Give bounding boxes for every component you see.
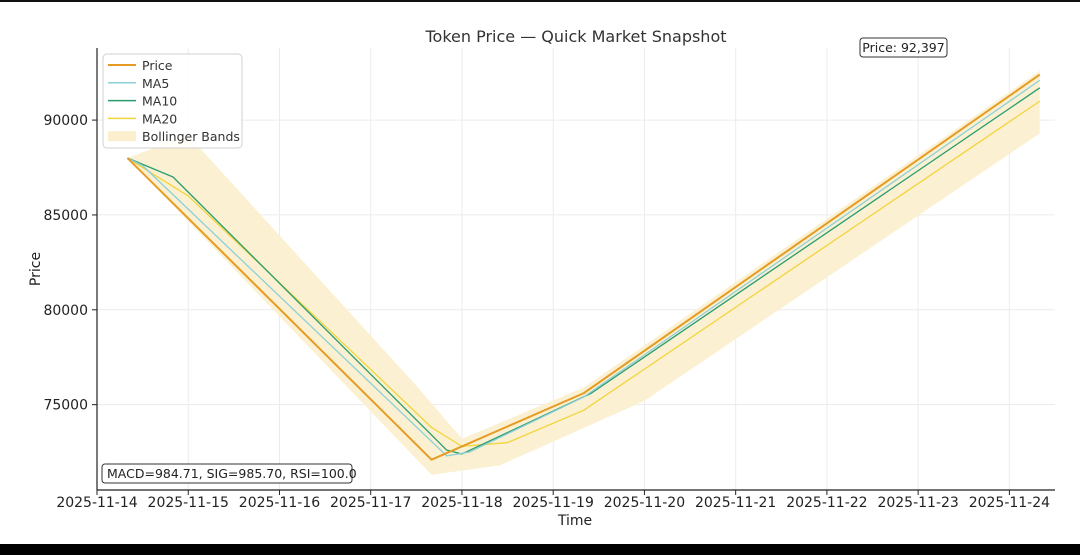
y-tick-label: 80000 — [43, 303, 88, 319]
annotations: Price: 92,397 MACD=984.71, SIG=985.70, RS… — [101, 37, 948, 484]
legend-label: Price — [142, 58, 173, 73]
x-tick-label: 2025-11-21 — [695, 495, 776, 511]
series-line-ma10 — [127, 87, 1041, 455]
chart-title: Token Price — Quick Market Snapshot — [424, 27, 726, 46]
series-layer — [126, 73, 1041, 461]
x-tick-label: 2025-11-14 — [56, 495, 137, 511]
x-tick-label: 2025-11-19 — [513, 495, 594, 511]
x-tick-label: 2025-11-16 — [239, 495, 320, 511]
indicator-annotation-box — [101, 463, 353, 484]
indicator-annotation-text: MACD=984.71, SIG=985.70, RSI=100.0 — [107, 466, 357, 481]
y-axis-title: Price — [28, 252, 44, 286]
bollinger-band-area — [127, 70, 1040, 475]
y-tick-label: 90000 — [43, 113, 88, 129]
top-divider — [0, 0, 1080, 2]
x-tick-label: 2025-11-20 — [604, 495, 685, 511]
legend-label: MA10 — [142, 94, 177, 109]
series-line-ma5 — [127, 79, 1041, 457]
y-tick-label: 85000 — [43, 208, 88, 224]
legend-label: Bollinger Bands — [142, 129, 240, 144]
legend-swatch-bollinger — [108, 131, 136, 142]
x-axis-title: Time — [557, 513, 592, 529]
bollinger-band-layer — [127, 70, 1040, 475]
axis-labels: 2025-11-14 2025-11-15 2025-11-16 2025-11-17… — [28, 27, 1050, 529]
axes — [92, 48, 1055, 495]
bottom-divider — [0, 544, 1080, 555]
price-annotation-box — [859, 37, 948, 58]
price-annotation-text: Price: 92,397 — [862, 40, 944, 55]
series-line-price — [126, 73, 1041, 461]
y-tick-label: 75000 — [43, 398, 88, 414]
x-tick-label: 2025-11-23 — [877, 495, 958, 511]
x-tick-label: 2025-11-15 — [148, 495, 229, 511]
x-tick-label: 2025-11-18 — [421, 495, 502, 511]
x-tick-label: 2025-11-22 — [786, 495, 867, 511]
legend-label: MA5 — [142, 76, 169, 91]
legend-label: MA20 — [142, 111, 177, 126]
x-tick-label: 2025-11-24 — [969, 495, 1050, 511]
price-annotation: Price: 92,397 — [859, 37, 948, 58]
indicator-annotation: MACD=984.71, SIG=985.70, RSI=100.0 — [101, 463, 357, 484]
legend: Price MA5 MA10 MA20 Bollinger Bands — [102, 53, 243, 149]
x-tick-label: 2025-11-17 — [330, 495, 411, 511]
legend-box — [102, 53, 243, 149]
